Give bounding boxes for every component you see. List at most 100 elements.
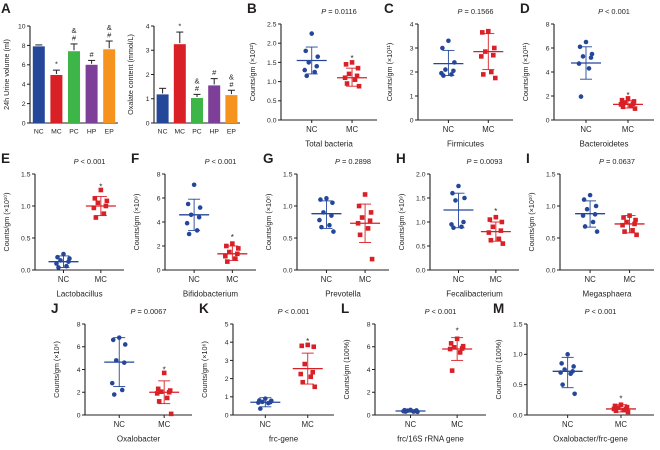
data-point (489, 69, 494, 75)
figure-row-2: E 0.0 0.5 1.0 1.5 Counts/gm (×10¹⁰) P < 0.001 N… (0, 150, 660, 300)
y-tick-label: 0 (410, 117, 414, 124)
data-point (480, 30, 485, 35)
group-label: NC (321, 275, 333, 284)
panel-letter: E (1, 151, 10, 166)
data-point (619, 97, 625, 103)
y-tick-label: 0.5 (416, 243, 426, 250)
bar-MC (50, 74, 63, 123)
data-point (104, 198, 110, 204)
data-point (191, 182, 197, 188)
panel-letter: F (131, 151, 139, 166)
panel-K-frc-gene-scatter: K 0 1 2 3 4 5 Counts/gm (×10⁶) P < 0.001 NC MC * frc… (198, 300, 340, 445)
outlier-star: * (163, 366, 166, 375)
data-point (559, 361, 564, 366)
data-point (352, 77, 358, 82)
data-point (621, 407, 627, 413)
panel-L-frc-16s-ratio-scatter: L 0 2 4 6 8 Counts/gm (100%) P < 0.001 NC MC * frc/… (340, 300, 492, 445)
data-point (156, 399, 162, 404)
outlier-star: * (626, 91, 629, 100)
chart-svg-L: L 0 2 4 6 8 Counts/gm (100%) P < 0.001 NC MC * frc/… (341, 301, 486, 444)
chart-svg-I: I 0.0 0.5 1.0 1.5 Counts/gm (×10¹⁰) P = 0.0637… (526, 151, 654, 299)
data-point (230, 241, 235, 246)
y-tick-label: 5 (225, 321, 229, 328)
y-tick-label: 0 (157, 267, 161, 274)
chart-svg-D: D 0 2 4 6 8 Counts/gm (×10¹¹) P < 0.001 NC MC * Bac… (520, 1, 654, 149)
data-point (367, 218, 373, 224)
p-value: P = 0.2898 (335, 157, 371, 166)
data-point (451, 345, 457, 350)
data-point (457, 350, 463, 355)
data-point (311, 344, 317, 350)
y-tick-label: 4 (546, 69, 550, 76)
x-axis-label: Lactobacillus (56, 290, 102, 299)
data-point (256, 400, 261, 405)
data-point (449, 72, 454, 77)
chart-svg-E: E 0.0 0.5 1.0 1.5 Counts/gm (×10¹⁰) P < 0.001 N… (1, 151, 124, 299)
data-point (111, 392, 117, 397)
group-label: NC (584, 275, 596, 284)
chart-svg-H: H 0.0 0.5 1.0 1.5 2.0 Counts/gm (×10⁹) P = 0.00… (396, 151, 519, 299)
data-point (368, 210, 374, 215)
group-label: NC (58, 275, 70, 284)
data-point (91, 205, 97, 211)
data-point (224, 243, 229, 249)
data-point (303, 48, 309, 54)
y-tick-label: 3 (410, 45, 414, 52)
y-tick-label: 8 (157, 171, 161, 178)
y-tick-label: 6 (22, 62, 26, 69)
data-point (312, 384, 318, 390)
data-point (451, 68, 456, 74)
y-tick-label: 2 (410, 69, 414, 76)
axes (84, 324, 192, 416)
x-tick-label: EP (227, 129, 237, 136)
data-point (61, 251, 66, 257)
x-tick-label: PC (69, 129, 79, 136)
outlier-star: * (231, 233, 234, 242)
y-tick-label: 1.0 (416, 219, 426, 226)
y-tick-label: 2.0 (416, 171, 426, 178)
data-point (194, 228, 200, 233)
data-point (449, 368, 455, 373)
significance-mark: & (107, 23, 112, 32)
y-axis-label: Counts/gm (×10¹⁰) (2, 192, 11, 251)
data-point (612, 403, 618, 409)
panel-M-oxalobacter-frc-ratio-scatter: M 0.0 0.5 1.0 1.5 Counts/gm (100%) P < 0.001 NC… (492, 300, 660, 445)
data-point (308, 374, 314, 380)
data-point (310, 369, 316, 375)
chart-svg-M: M 0.0 0.5 1.0 1.5 Counts/gm (100%) P < 0.001 NC… (493, 301, 654, 444)
y-tick-label: 0 (77, 412, 81, 419)
y-tick-label: 0.0 (416, 267, 426, 274)
data-point (197, 205, 203, 210)
data-point (258, 406, 263, 411)
data-point (98, 187, 104, 193)
data-point (331, 229, 336, 234)
significance-mark: & (229, 72, 234, 81)
y-tick-label: 8 (546, 21, 550, 28)
axes (417, 24, 513, 121)
data-point (227, 249, 232, 255)
data-point (461, 219, 466, 225)
y-axis-label: Counts/gm (×10¹¹) (385, 43, 394, 102)
data-point (346, 71, 352, 77)
data-point (615, 405, 621, 411)
panel-B-total-bacteria-scatter: B 0.0 0.5 1.0 1.5 2.0 2.5 Counts/gm (×10¹²) P = … (246, 0, 383, 150)
data-point (491, 52, 496, 58)
data-point (233, 256, 238, 261)
data-point (500, 241, 506, 246)
data-point (459, 224, 464, 230)
panel-letter: D (520, 1, 530, 16)
data-point (317, 217, 322, 223)
data-point (403, 409, 408, 414)
data-point (454, 336, 460, 342)
p-value: P < 0.001 (278, 307, 310, 316)
axes (34, 174, 124, 271)
x-tick-label: HP (87, 129, 97, 136)
axes (232, 324, 334, 416)
y-tick-label: 0.5 (267, 98, 277, 105)
group-label: MC (95, 275, 107, 284)
data-point (443, 67, 448, 72)
panel-letter: I (526, 151, 530, 166)
y-tick-label: 1.5 (21, 171, 31, 178)
data-point (309, 31, 315, 36)
data-point (369, 256, 375, 262)
